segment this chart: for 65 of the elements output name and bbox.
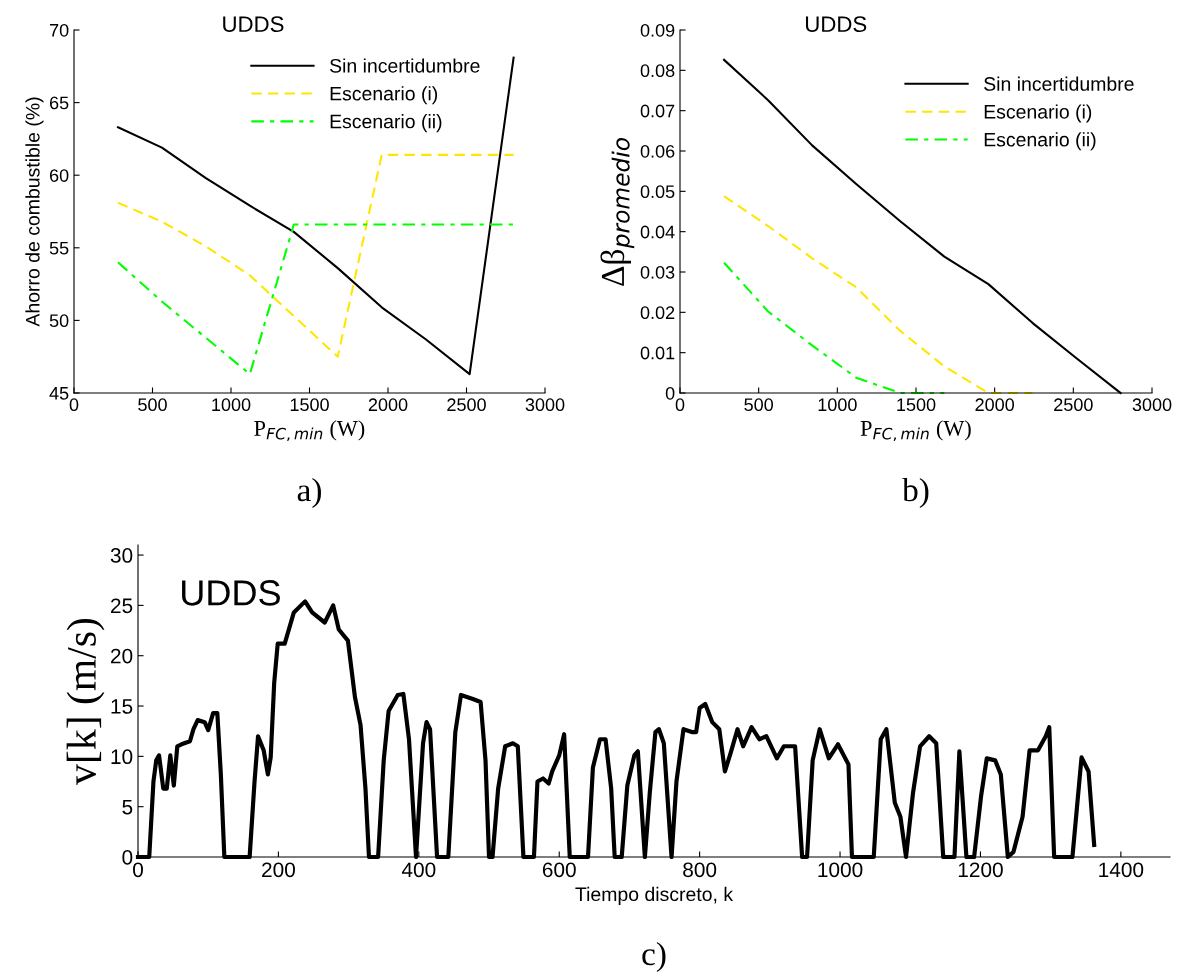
x-tick-label: 0 bbox=[675, 398, 685, 412]
y-tick-label: 30 bbox=[110, 548, 133, 563]
legend-label: Escenario (ii) bbox=[984, 132, 1096, 151]
y-axis-title: Ahorro de combustible (%) bbox=[25, 97, 44, 327]
y-tick-label: 0 bbox=[665, 386, 675, 400]
y-tick-label: 0.08 bbox=[640, 64, 675, 78]
text: b) bbox=[902, 477, 929, 509]
x-tick-label: 1500 bbox=[290, 398, 329, 412]
y-tick-label: 45 bbox=[49, 387, 69, 400]
text: c) bbox=[642, 941, 666, 973]
x-tick-label: 2500 bbox=[1054, 398, 1093, 412]
chart-title: UDDS bbox=[805, 16, 867, 33]
y-tick-label: 0.07 bbox=[640, 104, 675, 118]
x-tick-label: 0 bbox=[133, 862, 143, 878]
y-tick-label: 70 bbox=[49, 23, 69, 37]
legend-label: Sin incertidumbre bbox=[329, 58, 480, 73]
x-tick-label: 1500 bbox=[897, 398, 936, 412]
x-tick-label: 500 bbox=[744, 398, 774, 412]
x-tick-label: 2000 bbox=[368, 398, 408, 412]
x-tick-label: 1400 bbox=[1099, 862, 1144, 878]
y-tick-label: 20 bbox=[111, 648, 133, 664]
legend-label: Sin incertidumbre bbox=[984, 76, 1134, 91]
y-tick-label: 15 bbox=[111, 699, 133, 714]
y-tick-label: 0.09 bbox=[640, 23, 675, 37]
x-tick-label: 1000 bbox=[212, 398, 251, 412]
line-series bbox=[116, 153, 515, 358]
legend-label: Escenario (i) bbox=[984, 104, 1092, 123]
y-tick-label: 25 bbox=[111, 598, 133, 614]
text: a) bbox=[297, 477, 321, 509]
y-tick-label: 0.01 bbox=[640, 346, 675, 360]
x-tick-label: 1200 bbox=[958, 862, 1003, 878]
legend-label: Escenario (i) bbox=[330, 86, 438, 105]
y-tick-label: 0.02 bbox=[640, 306, 675, 320]
chart-title: UDDS bbox=[223, 16, 284, 33]
y-tick-label: 0.03 bbox=[640, 265, 675, 279]
x-tick-label: 400 bbox=[401, 862, 436, 878]
y-tick-label: 60 bbox=[49, 169, 69, 182]
y-axis-title: v[k] (m/s) bbox=[66, 618, 105, 785]
x-tick-label: 1000 bbox=[818, 398, 857, 412]
x-axis-title: P$_{FC,min}$ (W) bbox=[860, 420, 971, 442]
x-tick-label: 2500 bbox=[447, 398, 486, 412]
y-tick-label: 0.06 bbox=[640, 144, 675, 158]
x-tick-label: 3000 bbox=[1132, 398, 1172, 412]
line-series bbox=[116, 56, 515, 376]
x-tick-label: 1000 bbox=[818, 862, 863, 878]
y-tick-label: 5 bbox=[122, 799, 133, 815]
x-tick-label: 3000 bbox=[525, 398, 565, 412]
x-tick-label: 200 bbox=[262, 862, 295, 878]
y-tick-label: 0.04 bbox=[640, 225, 675, 239]
y-axis-title: Δβ$_{promedio}$ bbox=[600, 138, 635, 286]
y-tick-label: 55 bbox=[49, 241, 69, 255]
y-tick-label: 10 bbox=[111, 749, 133, 765]
x-tick-label: 600 bbox=[542, 862, 576, 878]
x-tick-label: 800 bbox=[683, 862, 717, 878]
y-tick-label: 0 bbox=[122, 850, 133, 865]
y-tick-label: 0.05 bbox=[640, 185, 675, 199]
text: UDDS bbox=[182, 580, 280, 606]
x-axis-title: Tiempo discreto, k bbox=[575, 886, 734, 905]
x-tick-label: 500 bbox=[138, 398, 167, 412]
x-axis-title: P$_{FC,min}$ (W) bbox=[254, 420, 365, 442]
x-tick-label: 0 bbox=[69, 398, 79, 412]
x-tick-label: 2000 bbox=[975, 398, 1015, 412]
y-tick-label: 50 bbox=[49, 314, 69, 328]
legend-label: Escenario (ii) bbox=[330, 114, 442, 133]
y-tick-label: 65 bbox=[49, 96, 69, 110]
